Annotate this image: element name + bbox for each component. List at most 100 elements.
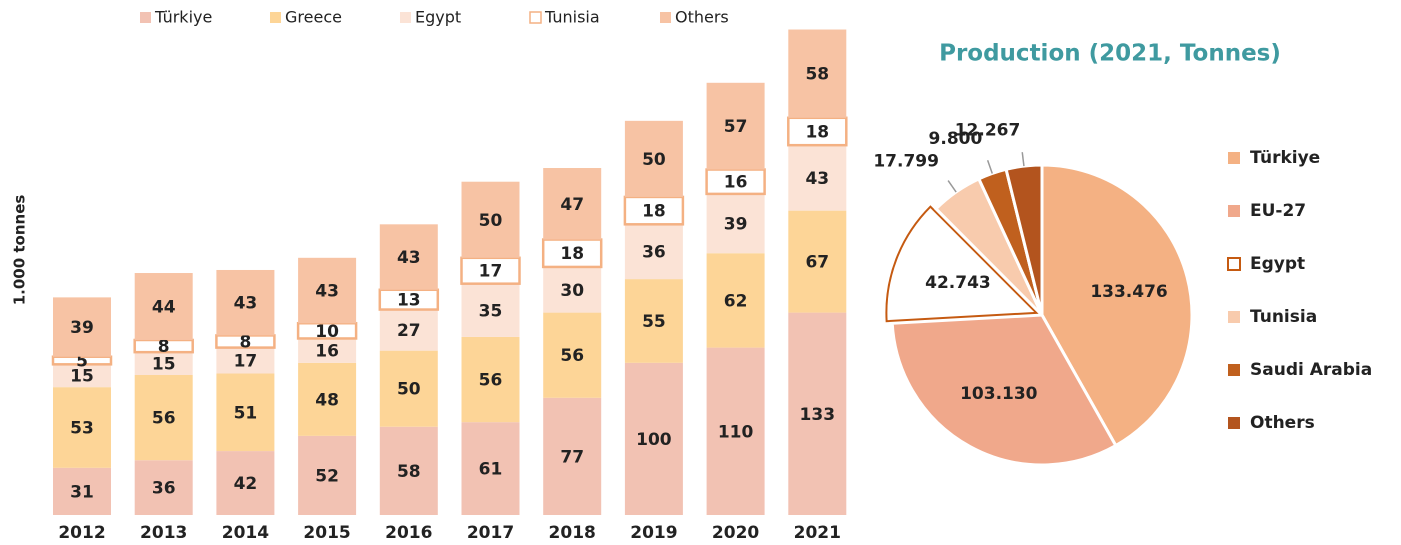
bar-segment xyxy=(298,257,357,324)
data-label: 48 xyxy=(315,390,339,410)
data-label: 36 xyxy=(642,243,666,263)
legend-swatch xyxy=(400,12,411,23)
data-label: 43 xyxy=(805,169,829,189)
bar-segment xyxy=(53,467,111,515)
bar-segment xyxy=(787,116,848,147)
data-label: 15 xyxy=(152,355,176,375)
x-tick-label: 2018 xyxy=(549,523,596,543)
data-label: 100 xyxy=(636,430,672,450)
legend-label: Egypt xyxy=(1250,254,1305,274)
pie-slice xyxy=(1040,163,1194,448)
data-label: 103.130 xyxy=(960,384,1038,404)
x-tick-label: 2015 xyxy=(303,523,350,543)
data-label: 13 xyxy=(397,291,421,311)
data-label: 17 xyxy=(234,352,258,372)
bar-segment xyxy=(53,387,111,468)
bar-segment xyxy=(298,338,357,363)
data-label: 17 xyxy=(479,262,503,282)
data-label: 35 xyxy=(479,301,503,321)
bar-segment xyxy=(788,145,847,211)
bar-segment xyxy=(706,82,765,170)
bar-segment xyxy=(461,336,520,423)
data-label: 5 xyxy=(76,352,88,372)
data-label: 50 xyxy=(479,211,503,231)
data-label: 51 xyxy=(234,403,258,423)
data-label: 12.267 xyxy=(955,120,1021,140)
data-label: 31 xyxy=(70,482,94,502)
legend-label: Others xyxy=(1250,413,1315,433)
data-label: 8 xyxy=(158,337,170,357)
data-label: 58 xyxy=(397,462,421,482)
bar-segment xyxy=(543,312,602,398)
bar-segment xyxy=(379,350,438,427)
bar-segment xyxy=(461,181,520,258)
leader-line xyxy=(986,160,993,174)
legend-label: Others xyxy=(675,8,729,27)
bar-segment xyxy=(379,426,438,515)
bar-segment xyxy=(298,362,357,436)
bar-segment xyxy=(788,29,847,118)
data-label: 18 xyxy=(560,244,584,264)
legend-swatch xyxy=(1228,311,1240,323)
bar-segment xyxy=(216,373,275,452)
bar-segment xyxy=(216,269,275,336)
legend-swatch xyxy=(529,11,542,24)
bar-segment xyxy=(624,224,683,280)
data-label: 133 xyxy=(800,405,836,425)
data-label: 16 xyxy=(724,173,748,193)
pie-slice xyxy=(890,313,1118,467)
x-tick-label: 2019 xyxy=(630,523,677,543)
bar-segment xyxy=(706,253,765,348)
legend-swatch xyxy=(1227,257,1241,271)
pie-slice xyxy=(885,205,1039,323)
bar-segment xyxy=(216,451,275,515)
bar-segment xyxy=(134,273,193,340)
bar-segment xyxy=(461,422,520,515)
data-label: 77 xyxy=(560,447,584,467)
data-label: 47 xyxy=(560,195,584,215)
data-label: 57 xyxy=(724,117,748,137)
x-tick-label: 2013 xyxy=(140,523,187,543)
bar-segment xyxy=(461,283,520,337)
data-label: 30 xyxy=(560,281,584,301)
legend-label: Tunisia xyxy=(1250,307,1317,327)
leader-line xyxy=(947,180,957,193)
data-label: 56 xyxy=(479,371,503,391)
bar-segment xyxy=(788,312,847,515)
data-label: 43 xyxy=(315,282,339,302)
bar-segment xyxy=(543,397,602,515)
x-tick-label: 2020 xyxy=(712,523,759,543)
x-tick-label: 2021 xyxy=(794,523,841,543)
leader-line xyxy=(1021,152,1025,167)
bar-segment xyxy=(53,364,111,388)
data-label: 56 xyxy=(560,346,584,366)
bar-segment xyxy=(134,374,193,461)
bar-segment xyxy=(134,352,193,375)
data-label: 8 xyxy=(239,333,251,353)
bar-segment xyxy=(543,266,602,313)
legend-swatch xyxy=(1228,364,1240,376)
data-label: 42 xyxy=(234,474,258,494)
data-label: 18 xyxy=(805,122,829,142)
bar-segment xyxy=(706,193,765,254)
data-label: 43 xyxy=(234,294,258,314)
data-label: 50 xyxy=(642,150,666,170)
data-label: 10 xyxy=(315,322,339,342)
data-label: 44 xyxy=(152,298,176,318)
pie-title: Production (2021, Tonnes) xyxy=(939,41,1281,67)
data-label: 67 xyxy=(805,253,829,273)
data-label: 15 xyxy=(70,367,94,387)
data-label: 50 xyxy=(397,380,421,400)
legend-label: EU-27 xyxy=(1250,201,1306,221)
data-label: 39 xyxy=(724,215,748,235)
bar-segment xyxy=(379,309,438,351)
legend-label: Egypt xyxy=(415,8,461,27)
bar-segment xyxy=(216,347,275,374)
legend-label: Türkiye xyxy=(1250,148,1320,168)
legend-swatch xyxy=(1228,417,1240,429)
bar-segment xyxy=(788,210,847,313)
bar-segment xyxy=(624,120,683,197)
data-label: 39 xyxy=(70,318,94,338)
data-label: 62 xyxy=(724,291,748,311)
